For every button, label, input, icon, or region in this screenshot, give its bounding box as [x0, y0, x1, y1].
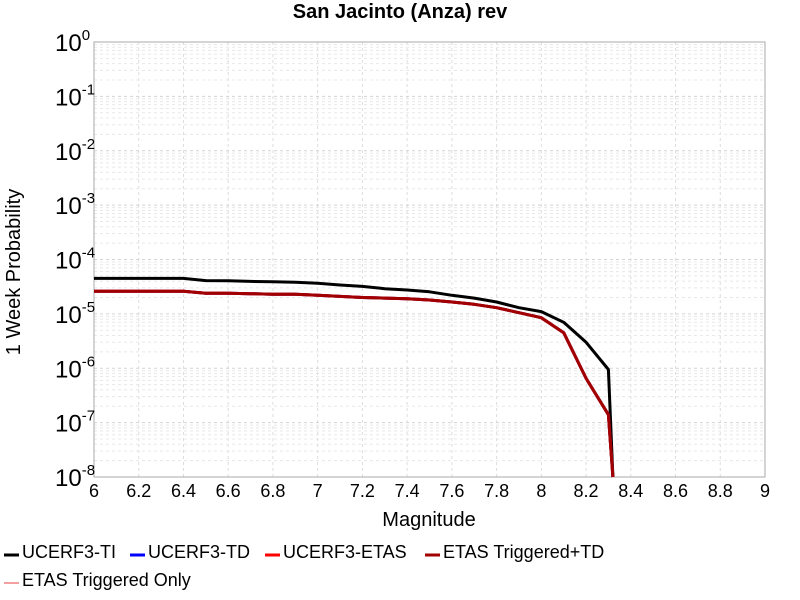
legend-label: UCERF3-TD	[148, 542, 250, 562]
series-line-1	[94, 276, 615, 478]
y-tick-label: 10-5	[55, 299, 95, 329]
x-tick-label: 8.2	[574, 481, 599, 501]
x-tick-label: 6	[89, 481, 99, 501]
chart-title: San Jacinto (Anza) rev	[293, 1, 508, 23]
y-tick-label: 10-1	[55, 81, 95, 111]
y-tick-label: 10-2	[55, 136, 95, 166]
x-axis-label: Magnitude	[382, 509, 475, 531]
legend: UCERF3-TI UCERF3-TD UCERF3-ETAS ETAS Trigge…	[4, 542, 604, 590]
x-tick-label: 6.6	[216, 481, 241, 501]
y-tick-label: 10-7	[55, 408, 95, 438]
x-tick-label: 8	[536, 481, 546, 501]
y-tick-label: 10-3	[55, 190, 95, 220]
x-tick-label: 7.2	[350, 481, 375, 501]
series-layer	[94, 276, 615, 478]
legend-label: UCERF3-ETAS	[283, 542, 407, 562]
x-tick-label: 8.6	[663, 481, 688, 501]
legend-item: UCERF3-TD	[130, 542, 250, 562]
x-tick-label: 6.8	[260, 481, 285, 501]
x-tick-label: 7	[313, 481, 323, 501]
y-axis-ticks: 100 10-1 10-2 10-3 10-4 10-5 10-6 10-7 10-8	[55, 27, 95, 492]
x-axis-ticks: 6 6.2 6.4 6.6 6.8 7 7.2 7.4 7.6 7.8 8 8.2 8.4 8.6 8.8 9	[89, 481, 770, 501]
x-tick-label: 9	[760, 481, 770, 501]
x-tick-label: 6.4	[171, 481, 196, 501]
series-line-4	[94, 289, 615, 478]
x-tick-label: 8.8	[708, 481, 733, 501]
x-tick-label: 8.4	[618, 481, 643, 501]
x-tick-label: 7.4	[395, 481, 420, 501]
legend-item: ETAS Triggered Only	[4, 570, 191, 590]
legend-label: ETAS Triggered+TD	[443, 542, 604, 562]
grid	[93, 42, 766, 478]
x-tick-label: 6.2	[126, 481, 151, 501]
y-tick-label: 10-8	[55, 462, 95, 492]
legend-label: UCERF3-TI	[22, 542, 116, 562]
legend-label: ETAS Triggered Only	[22, 570, 191, 590]
y-tick-label: 100	[55, 27, 90, 57]
legend-item: UCERF3-ETAS	[265, 542, 407, 562]
y-tick-label: 10-6	[55, 353, 95, 383]
y-axis-label: 1 Week Probability	[3, 189, 25, 355]
x-tick-label: 7.6	[439, 481, 464, 501]
x-tick-label: 7.8	[484, 481, 509, 501]
plot-area	[93, 41, 766, 478]
legend-item: ETAS Triggered+TD	[425, 542, 604, 562]
y-tick-label: 10-4	[55, 245, 95, 275]
legend-item: UCERF3-TI	[4, 542, 116, 562]
